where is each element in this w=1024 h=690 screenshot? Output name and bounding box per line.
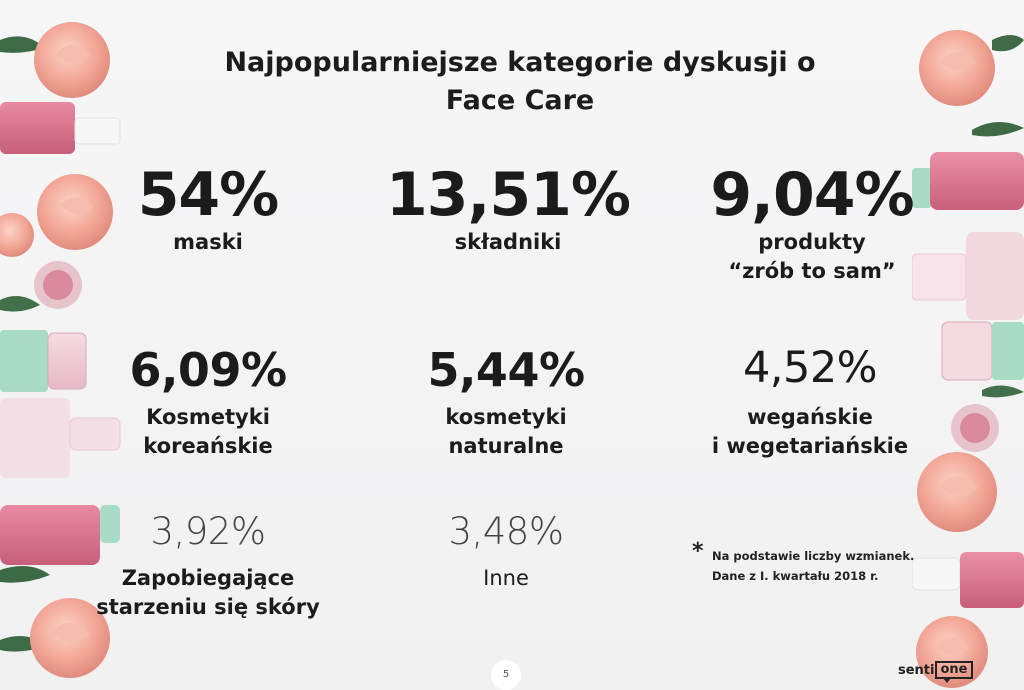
stat-label: składniki (454, 230, 562, 254)
logo-text-senti: senti (898, 662, 935, 678)
stat-percentage: 3,92% (150, 510, 266, 553)
stat-label-line-1: Zapobiegające (121, 566, 295, 590)
slide-title: Najpopularniejsze kategorie dyskusji o F… (180, 44, 860, 120)
stat-produkty-zrob-to-sam: 9,04% produkty “zrób to sam” (682, 165, 942, 286)
stat-label-line-1: kosmetyki (445, 405, 567, 429)
stat-label-line-2: koreańskie (143, 434, 273, 458)
stat-label-line-2: “zrób to sam” (728, 259, 896, 283)
stat-percentage: 3,48% (448, 510, 564, 553)
footnote-asterisk: * (692, 539, 704, 564)
stat-skladniki: 13,51% składniki (378, 165, 638, 257)
stat-label-line-2: naturalne (448, 434, 564, 458)
footnote: * Na podstawie liczby wzmianek. Dane z I… (692, 541, 942, 586)
sentione-logo: senti one (898, 660, 973, 683)
stat-percentage: 13,51% (386, 160, 631, 230)
logo-text-one: one (935, 661, 973, 683)
stat-label-line-2: i wegetariańskie (711, 434, 909, 458)
stat-percentage: 4,52% (742, 343, 878, 393)
stat-inne: 3,48% Inne (376, 513, 636, 593)
footnote-line-1: Na podstawie liczby wzmianek. (712, 549, 915, 563)
title-line-1: Najpopularniejsze kategorie dyskusji o (224, 47, 816, 78)
footnote-line-2: Dane z I. kwartału 2018 r. (712, 569, 879, 583)
stat-zapobiegajace-starzeniu: 3,92% Zapobiegające starzeniu się skóry (78, 513, 338, 622)
stat-label-line-1: Kosmetyki (146, 405, 270, 429)
stat-percentage: 5,44% (427, 343, 585, 397)
stat-percentage: 54% (137, 160, 280, 230)
right-decoration-image (912, 30, 1024, 688)
stat-label-line-1: produkty (758, 230, 866, 254)
stat-kosmetyki-naturalne: 5,44% kosmetyki naturalne (376, 347, 636, 461)
page-number: 5 (491, 660, 521, 690)
stat-label-line-2: starzeniu się skóry (96, 595, 320, 619)
stat-kosmetyki-koreanskie: 6,09% Kosmetyki koreańskie (78, 347, 338, 461)
stat-label: maski (173, 230, 243, 254)
left-decoration-image (0, 22, 121, 678)
stat-label: Inne (483, 566, 529, 590)
stat-percentage: 9,04% (710, 160, 914, 230)
title-line-2: Face Care (445, 85, 595, 116)
stat-weganskie: 4,52% wegańskie i wegetariańskie (680, 347, 940, 461)
stat-maski: 54% maski (78, 165, 338, 257)
stat-percentage: 6,09% (129, 343, 287, 397)
stat-label-line-1: wegańskie (747, 405, 873, 429)
